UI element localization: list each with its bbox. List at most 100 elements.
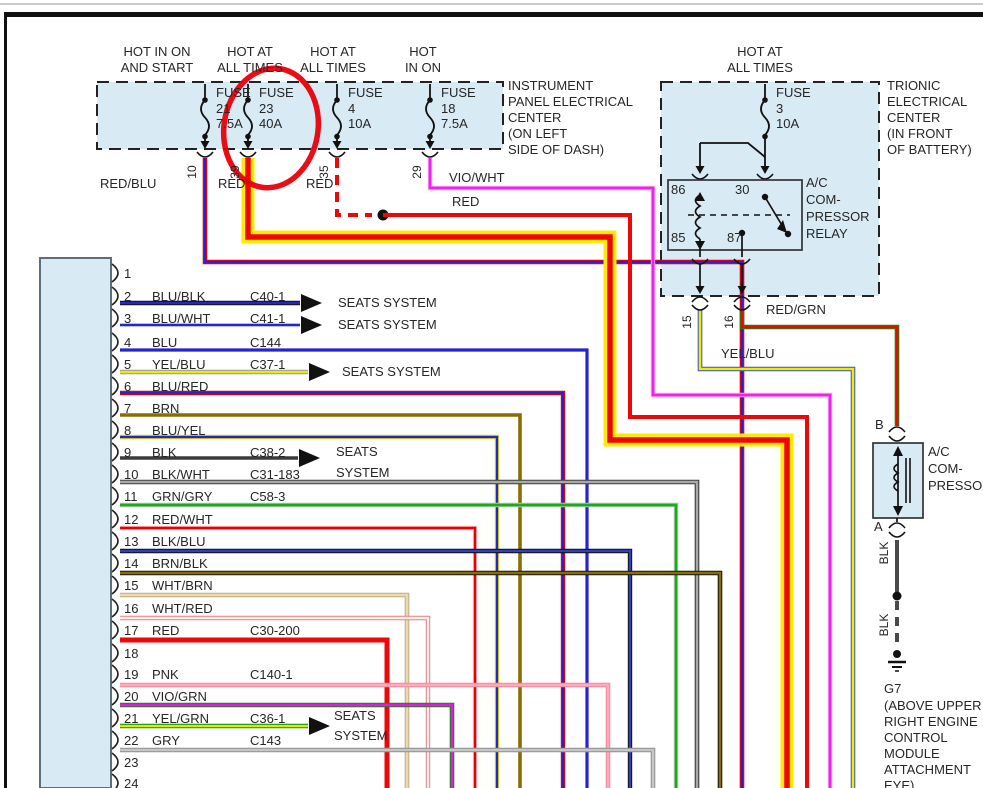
instrument-panel-title: SIDE OF DASH): [508, 142, 605, 157]
wire-color-label: BRN/BLK: [152, 556, 208, 571]
wire-color-label: GRN/GRY: [152, 489, 213, 504]
connector-pin-number: 16: [124, 601, 139, 616]
connector-pin-number: 22: [124, 733, 139, 748]
wire-color-label: RED/BLU: [100, 176, 157, 191]
connector-code-label: C30-200: [250, 623, 300, 638]
wire-label-blk: BLK: [877, 541, 891, 565]
connector-pin-number: 15: [124, 578, 139, 593]
connector-pin-number: 24: [124, 776, 139, 788]
connector-pin-number: 6: [124, 379, 132, 394]
fuse3-amps: 10A: [776, 116, 800, 131]
connector-code-label: C140-1: [250, 667, 293, 682]
wire-color-label: YEL/GRN: [152, 711, 210, 726]
hot-label: HOT AT: [227, 44, 273, 59]
hot-label: ALL TIMES: [217, 60, 283, 75]
wire-color-label: GRY: [152, 733, 180, 748]
wire-label-blk: BLK: [877, 613, 891, 637]
wire-color-label: BRN: [152, 401, 180, 416]
connector-code-label: C58-3: [250, 489, 286, 504]
connector-code-label: C41-1: [250, 311, 286, 326]
annotation-circle: [220, 65, 322, 191]
connector-code-label: C144: [250, 335, 282, 350]
connector-code-label: C40-1: [250, 289, 286, 304]
relay-title: PRESSOR: [806, 209, 870, 224]
relay-title: RELAY: [806, 226, 848, 241]
compressor-terminal-b: B: [875, 417, 884, 432]
fuse-number: 18: [441, 101, 456, 116]
fuse-amps: 40A: [259, 116, 283, 131]
hot-label: ALL TIMES: [727, 60, 793, 75]
relay-out-pin-15: 15: [680, 315, 694, 329]
wire-color-label: RED: [306, 176, 334, 191]
fuse-number: 23: [259, 101, 274, 116]
wire-color-label: PNK: [152, 667, 179, 682]
wire-color-label: BLU/RED: [152, 379, 209, 394]
wire-color-label: BLU/YEL: [152, 423, 206, 438]
page-left-border: [4, 12, 7, 788]
wire-color-label: BLU/BLK: [152, 289, 206, 304]
fuse-label: FUSE: [216, 85, 251, 100]
ground-note: RIGHT ENGINE: [884, 714, 978, 729]
connector-pin-number: 7: [124, 401, 132, 416]
hot-label: AND START: [120, 60, 194, 75]
instrument-panel-title: (ON LEFT: [508, 126, 568, 141]
fuse-label: FUSE: [441, 85, 476, 100]
instrument-panel-title: CENTER: [508, 110, 562, 125]
trionic-title: ELECTRICAL: [887, 94, 968, 109]
relay-pin-30: 30: [735, 182, 750, 197]
relay-title: A/C: [806, 175, 828, 190]
relay-out-pin-16: 16: [722, 315, 736, 329]
connector-pin-number: 21: [124, 711, 139, 726]
wire-color-label: WHT/BRN: [152, 578, 213, 593]
wire-label-red-grn: RED/GRN: [766, 302, 826, 317]
wire-color-label: RED: [152, 623, 180, 638]
connector-pin-number: 20: [124, 689, 139, 704]
fuse3-number: 3: [776, 101, 784, 116]
fuse-label: FUSE: [348, 85, 383, 100]
ground-note: (ABOVE UPPER: [884, 698, 982, 713]
wire-color-label: BLU/WHT: [152, 311, 211, 326]
instrument-panel-title: PANEL ELECTRICAL: [508, 94, 633, 109]
connector-pin-number: 17: [124, 623, 139, 638]
trionic-title: OF BATTERY): [887, 142, 972, 157]
connector-pin-number: 3: [124, 311, 132, 326]
seats-system-label: SEATS: [334, 708, 376, 723]
connector-pin-number: 8: [124, 423, 132, 438]
hot-label: HOT AT: [310, 44, 356, 59]
trionic-title: CENTER: [887, 110, 941, 125]
connector-pin-number: 12: [124, 512, 139, 527]
connector-pin-number: 2: [124, 289, 132, 304]
fuse-amps: 7.5A: [216, 116, 243, 131]
wire-color-label: WHT/RED: [152, 601, 213, 616]
page-top-gray-line: [0, 3, 983, 5]
connector-pin-number: 18: [124, 646, 139, 661]
connector-pin-number: 13: [124, 534, 139, 549]
trionic-title: (IN FRONT: [887, 126, 953, 141]
instrument-panel-title: INSTRUMENT: [508, 78, 594, 93]
fuse-label: FUSE: [259, 85, 294, 100]
trionic-title: TRIONIC: [887, 78, 941, 93]
wire-color-label: BLU: [152, 335, 178, 350]
fuse-number: 21: [216, 101, 231, 116]
relay-pin-86: 86: [671, 182, 686, 197]
wire-color-label: VIO/WHT: [449, 170, 505, 185]
connector-code-label: C37-1: [250, 357, 286, 372]
compressor-title: PRESSOR: [928, 478, 983, 493]
connector-code-label: C143: [250, 733, 282, 748]
wire-color-label: RED: [218, 176, 246, 191]
ground-note: MODULE: [884, 746, 940, 761]
connector-code-label: C36-1: [250, 711, 286, 726]
seats-system-label: SEATS SYSTEM: [338, 317, 437, 332]
seats-system-label: SEATS SYSTEM: [338, 295, 437, 310]
fuse-pin-number: 10: [185, 165, 199, 179]
relay-title: COM-: [806, 192, 841, 207]
compressor-title: COM-: [928, 461, 963, 476]
ground-note: EYE): [884, 778, 915, 788]
wire-color-label: BLK/BLU: [152, 534, 206, 549]
wire-color-label: BLK: [152, 445, 177, 460]
connector-pin-number: 1: [124, 266, 132, 281]
hot-label: HOT AT: [737, 44, 783, 59]
ground-id: G7: [884, 681, 902, 696]
